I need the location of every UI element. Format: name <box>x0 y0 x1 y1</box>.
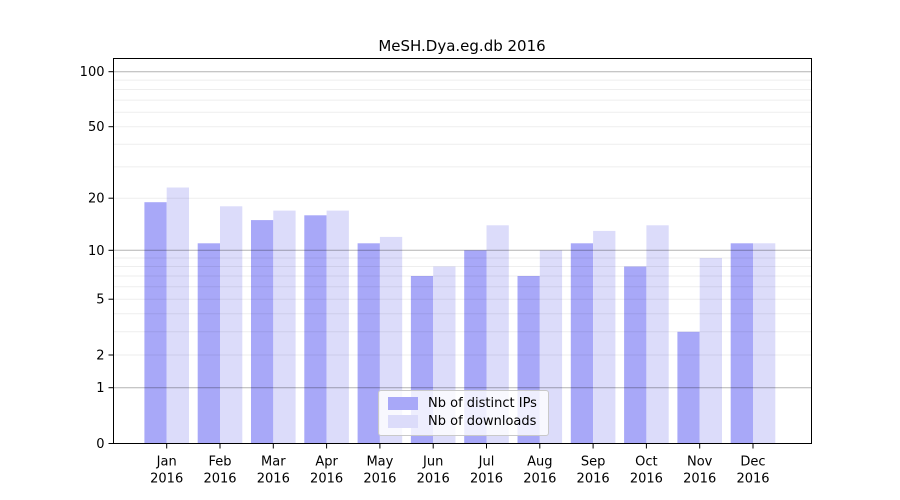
y-tick-label: 10 <box>88 244 105 259</box>
x-tick-label-year: 2016 <box>203 472 236 487</box>
y-tick-label: 2 <box>96 349 104 364</box>
x-tick-label-year: 2016 <box>736 472 769 487</box>
legend-label-distinct-ips: Nb of distinct IPs <box>428 396 537 411</box>
legend-entry-downloads: Nb of downloads <box>388 414 537 429</box>
x-tick-label-year: 2016 <box>470 472 503 487</box>
bar-jul-downloads <box>486 225 509 444</box>
bar-apr-distinct-ips <box>304 215 327 444</box>
x-tick-label-month: Oct <box>635 455 657 470</box>
bar-feb-downloads <box>220 206 243 444</box>
bar-nov-distinct-ips <box>677 331 700 444</box>
bar-apr-downloads <box>326 210 349 444</box>
bar-dec-downloads <box>753 243 776 444</box>
x-tick-label-month: Jul <box>478 455 495 470</box>
y-tick-label: 100 <box>80 65 105 80</box>
bar-may-distinct-ips <box>357 243 380 444</box>
bar-oct-downloads <box>646 225 669 444</box>
bar-jan-distinct-ips <box>144 202 167 444</box>
x-tick-label-year: 2016 <box>363 472 396 487</box>
bar-dec-distinct-ips <box>730 243 753 444</box>
bar-sep-distinct-ips <box>570 243 594 444</box>
x-tick-label-month: Nov <box>687 455 713 470</box>
bar-feb-distinct-ips <box>197 243 220 444</box>
bar-mar-distinct-ips <box>251 220 274 444</box>
x-tick-label-month: Jan <box>156 455 177 470</box>
legend-swatch-distinct-ips <box>388 397 418 410</box>
x-tick-label-year: 2016 <box>310 472 343 487</box>
y-tick-label: 20 <box>88 192 105 207</box>
y-tick-label: 1 <box>96 381 104 396</box>
x-tick-label-year: 2016 <box>417 472 450 487</box>
x-tick-label-year: 2016 <box>523 472 556 487</box>
legend-label-downloads: Nb of downloads <box>428 414 537 429</box>
bar-sep-downloads <box>593 230 616 444</box>
x-tick-label-month: Mar <box>261 455 286 470</box>
x-tick-label-year: 2016 <box>577 472 610 487</box>
x-tick-label-year: 2016 <box>630 472 663 487</box>
x-tick-label-month: Jun <box>422 455 443 470</box>
y-tick-label: 5 <box>96 293 104 308</box>
x-tick-label-month: Sep <box>581 455 606 470</box>
x-tick-label-year: 2016 <box>257 472 290 487</box>
x-tick-label-year: 2016 <box>683 472 716 487</box>
x-tick-label-month: Feb <box>208 455 231 470</box>
chart-title: MeSH.Dya.eg.db 2016 <box>378 37 546 55</box>
x-tick-label-month: Apr <box>315 455 338 470</box>
bar-mar-downloads <box>273 210 296 444</box>
x-tick-label-month: May <box>366 455 393 470</box>
x-tick-label-month: Dec <box>740 455 765 470</box>
x-tick-label-year: 2016 <box>150 472 183 487</box>
bar-oct-distinct-ips <box>624 266 647 444</box>
legend-entry-distinct-ips: Nb of distinct IPs <box>388 396 537 411</box>
bar-nov-downloads <box>699 258 722 444</box>
legend: Nb of distinct IPs Nb of downloads <box>378 390 549 436</box>
legend-swatch-downloads <box>388 415 418 428</box>
bar-jan-downloads <box>166 187 189 444</box>
y-tick-label: 0 <box>96 437 104 452</box>
x-tick-label-month: Aug <box>527 455 552 470</box>
plot-border <box>113 58 812 444</box>
y-tick-label: 50 <box>88 120 105 135</box>
